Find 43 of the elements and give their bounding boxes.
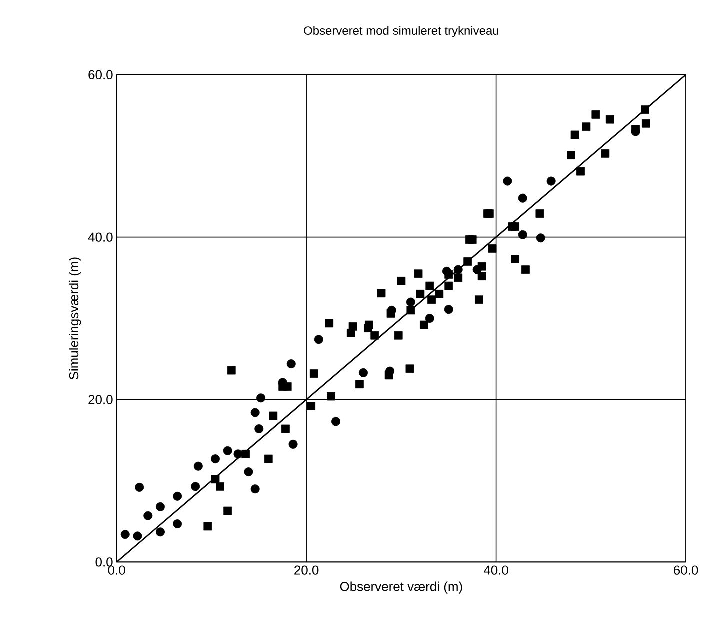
y-axis-title: Simuleringsværdi (m) [69, 258, 82, 380]
point [250, 408, 260, 418]
x-tick-label: 40.0 [484, 566, 508, 575]
point [546, 176, 556, 186]
y-tick-label: 60.0 [88, 70, 113, 80]
point [444, 305, 454, 314]
point [331, 417, 340, 426]
point [173, 519, 182, 528]
point [120, 530, 130, 540]
point [250, 484, 260, 494]
point [425, 314, 434, 323]
point [286, 359, 296, 368]
point [254, 424, 264, 434]
point [223, 446, 232, 456]
point [314, 335, 324, 344]
point [133, 532, 142, 541]
point [406, 298, 416, 307]
chart-title: Observeret mod simuleret trykniveau [304, 26, 499, 38]
point [191, 482, 200, 492]
point [173, 492, 182, 501]
point [454, 265, 463, 274]
point [256, 394, 266, 403]
point [211, 454, 220, 464]
point [144, 511, 153, 520]
x-axis-title: Observeret værdi (m) [340, 582, 462, 594]
y-tick-label: 40.0 [88, 232, 113, 242]
x-tick-label: 0.0 [108, 566, 126, 575]
point [518, 194, 528, 203]
point [518, 230, 528, 240]
point [359, 368, 368, 378]
y-tick-label: 20.0 [88, 395, 113, 404]
point [156, 528, 165, 537]
point [194, 462, 203, 471]
point [503, 176, 512, 186]
y-tick-label: 0.0 [96, 558, 113, 567]
point [288, 440, 298, 449]
point [536, 234, 546, 243]
x-tick-label: 20.0 [294, 566, 319, 575]
point [244, 468, 254, 476]
point [156, 502, 165, 512]
point [135, 482, 144, 492]
x-tick-label: 60.0 [674, 566, 698, 575]
point [234, 450, 243, 459]
